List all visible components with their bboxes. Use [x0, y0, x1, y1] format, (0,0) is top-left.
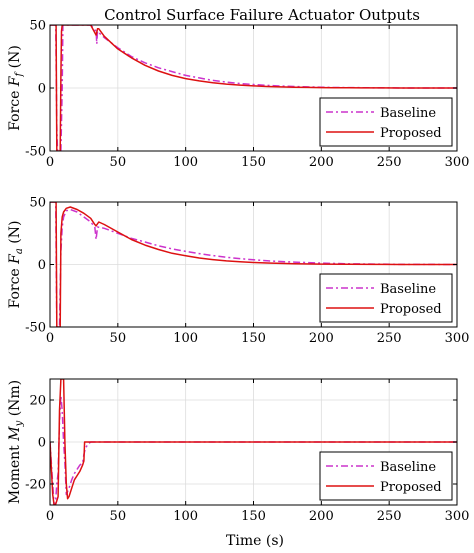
legend-label-proposed: Proposed — [380, 126, 442, 141]
y-axis-label-symbol: M — [7, 426, 23, 442]
x-tick-label-200: 200 — [309, 509, 334, 524]
x-tick-label-100: 100 — [173, 331, 198, 346]
series-line-proposed — [50, 379, 457, 505]
x-tick-label-50: 50 — [110, 331, 127, 346]
legend-label-baseline: Baseline — [380, 106, 436, 121]
series-line-proposed — [50, 25, 457, 151]
figure-title: Control Surface Failure Actuator Outputs — [104, 6, 420, 24]
y-tick-label-50: 50 — [29, 196, 46, 211]
y-axis-label-symbol: F — [7, 253, 23, 265]
y-axis-label-subscript: f — [14, 70, 25, 77]
series-line-proposed — [50, 202, 457, 327]
legend-label-proposed: Proposed — [380, 302, 442, 317]
y-axis-label-unit: (N) — [7, 221, 23, 249]
y-tick-label--20: -20 — [25, 478, 46, 493]
x-tick-label-0: 0 — [46, 155, 54, 170]
y-axis-label-subscript: a — [14, 248, 25, 254]
series-line-baseline — [50, 395, 457, 505]
x-tick-label-50: 50 — [110, 155, 127, 170]
y-axis-label-unit: (N) — [7, 45, 23, 73]
x-axis-label: Time (s) — [226, 533, 284, 549]
x-tick-label-50: 50 — [110, 509, 127, 524]
y-tick-label--50: -50 — [25, 321, 46, 336]
x-tick-label-150: 150 — [241, 155, 266, 170]
y-axis-label: Force Ff (N) — [7, 45, 25, 131]
y-axis-label-text: Force — [7, 86, 23, 131]
y-axis-label-symbol: F — [7, 75, 23, 87]
legend-label-baseline: Baseline — [380, 460, 436, 475]
x-tick-label-200: 200 — [309, 155, 334, 170]
legend: Baseline Proposed — [319, 273, 453, 323]
x-tick-label-250: 250 — [377, 155, 402, 170]
legend: Baseline Proposed — [319, 451, 453, 501]
series-group — [50, 379, 457, 505]
x-tick-label-200: 200 — [309, 331, 334, 346]
y-axis-label-subscript: y — [14, 420, 25, 427]
y-tick-label-0: 0 — [38, 258, 46, 273]
legend-box — [319, 97, 453, 147]
legend-label-baseline: Baseline — [380, 282, 436, 297]
y-tick-label-0: 0 — [38, 436, 46, 451]
series-group — [50, 202, 457, 327]
x-tick-label-0: 0 — [46, 509, 54, 524]
y-axis-label-unit: (Nm) — [7, 380, 23, 421]
y-axis-label-text: Force — [7, 264, 23, 309]
series-line-baseline — [50, 202, 457, 327]
series-line-baseline — [50, 25, 457, 151]
legend-label-proposed: Proposed — [380, 480, 442, 495]
y-axis-label: Moment My (Nm) — [7, 380, 25, 504]
legend-box — [319, 273, 453, 323]
legend: Baseline Proposed — [319, 97, 453, 147]
subplot-3: 0 50 100 150 200 250 300 -20 0 20 Moment My (Nm) Ba… — [7, 378, 470, 524]
x-tick-label-0: 0 — [46, 331, 54, 346]
y-tick-label-0: 0 — [38, 82, 46, 97]
y-tick-label-20: 20 — [29, 394, 46, 409]
x-tick-label-100: 100 — [173, 509, 198, 524]
x-tick-label-250: 250 — [377, 331, 402, 346]
x-tick-label-300: 300 — [445, 331, 470, 346]
y-axis-label: Force Fa (N) — [7, 221, 25, 309]
y-tick-label-50: 50 — [29, 19, 46, 34]
x-tick-label-300: 300 — [445, 509, 470, 524]
series-group — [50, 25, 457, 151]
y-axis-label-text: Moment — [7, 441, 23, 504]
x-tick-label-150: 150 — [241, 331, 266, 346]
x-tick-label-250: 250 — [377, 509, 402, 524]
legend-box — [319, 451, 453, 501]
x-tick-label-100: 100 — [173, 155, 198, 170]
x-tick-label-150: 150 — [241, 509, 266, 524]
x-tick-label-300: 300 — [445, 155, 470, 170]
y-tick-label--50: -50 — [25, 145, 46, 160]
